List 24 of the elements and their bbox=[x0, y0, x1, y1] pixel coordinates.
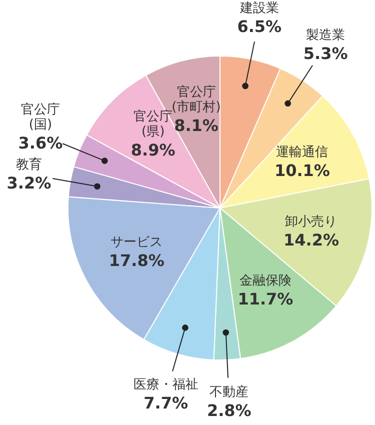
data-label: 17.8% bbox=[108, 251, 164, 270]
slice-label: 運輸通信 bbox=[276, 144, 328, 160]
data-label: 8.1% bbox=[174, 116, 218, 135]
slice-label: 教育 bbox=[16, 156, 42, 172]
data-label: 3.2% bbox=[6, 173, 52, 192]
slice-label: 官公庁 (市町村) bbox=[172, 84, 221, 115]
slice-label: 製造業 bbox=[306, 28, 346, 44]
data-label: 8.9% bbox=[130, 140, 176, 160]
slice-label: 卸小売り bbox=[285, 214, 338, 230]
data-label: 6.5% bbox=[237, 17, 282, 36]
slice-label: 不動産 bbox=[210, 384, 249, 400]
data-label: 10.1% bbox=[274, 160, 330, 180]
data-label: 14.2% bbox=[283, 230, 339, 250]
data-label: 5.3% bbox=[303, 44, 348, 64]
slice-label: 医療・福祉 bbox=[133, 377, 198, 392]
slice-label: 官公庁 (県) bbox=[134, 108, 173, 140]
slice-label: 建設業 bbox=[238, 1, 279, 16]
slice-label: サービス bbox=[110, 235, 163, 250]
data-label: 7.7% bbox=[144, 393, 188, 412]
data-label: 2.8% bbox=[206, 400, 252, 420]
slice-label: 金融保険 bbox=[239, 274, 292, 289]
data-label: 11.7% bbox=[238, 290, 294, 309]
slice-label: 官公庁 (国) bbox=[20, 102, 60, 133]
data-label: 3.6% bbox=[18, 134, 63, 153]
